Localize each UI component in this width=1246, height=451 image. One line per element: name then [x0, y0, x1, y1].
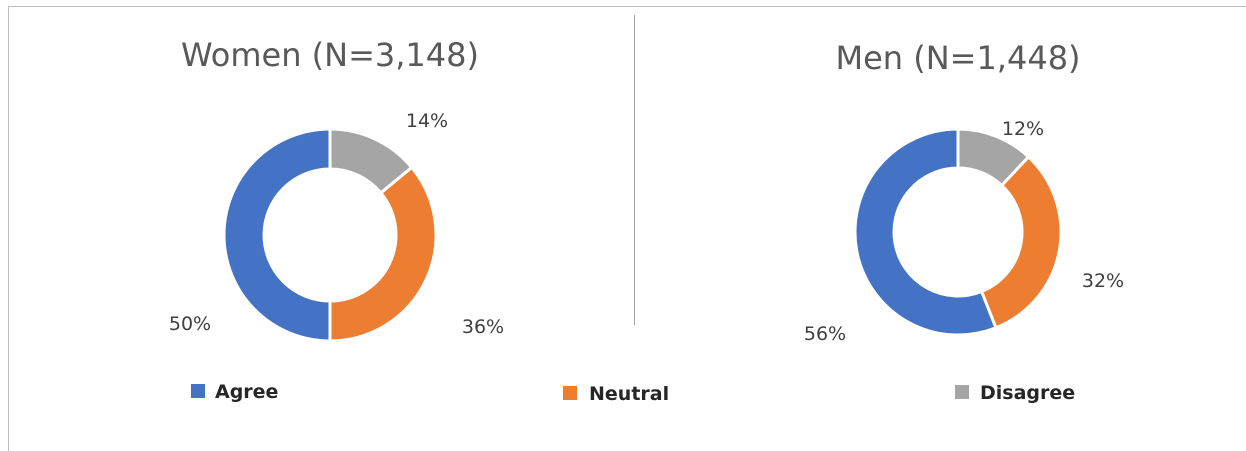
women-agree-pct-label: 50%: [169, 313, 211, 335]
legend-agree-label: Agree: [215, 381, 278, 403]
frame-left-line: [8, 6, 9, 451]
women-chart-title: Women (N=3,148): [181, 36, 479, 74]
men-agree-pct-label: 56%: [804, 323, 846, 345]
men-neutral-pct-label: 32%: [1082, 270, 1124, 292]
women-neutral-slice: [328, 165, 438, 343]
women-donut: [222, 127, 438, 343]
legend: Agree Neutral Disagree: [191, 381, 1075, 405]
frame-top-line: [8, 6, 1246, 7]
women-chart: Women (N=3,148) 50% 36% 14%: [169, 36, 504, 343]
legend-neutral-swatch: [563, 386, 577, 400]
men-chart: Men (N=1,448) 56% 32% 12%: [804, 39, 1124, 345]
women-disagree-pct-label: 14%: [406, 110, 448, 132]
legend-disagree-label: Disagree: [980, 382, 1075, 404]
women-agree-slice: [222, 127, 332, 343]
men-donut: [853, 127, 1063, 337]
men-neutral-slice: [980, 155, 1063, 330]
legend-agree-swatch: [191, 384, 205, 398]
legend-neutral-label: Neutral: [589, 383, 669, 405]
men-disagree-pct-label: 12%: [1002, 118, 1044, 140]
men-agree-slice: [853, 127, 998, 337]
men-chart-title: Men (N=1,448): [835, 39, 1080, 77]
chart-divider-line: [634, 15, 635, 325]
women-neutral-pct-label: 36%: [462, 316, 504, 338]
legend-disagree-swatch: [955, 385, 969, 399]
